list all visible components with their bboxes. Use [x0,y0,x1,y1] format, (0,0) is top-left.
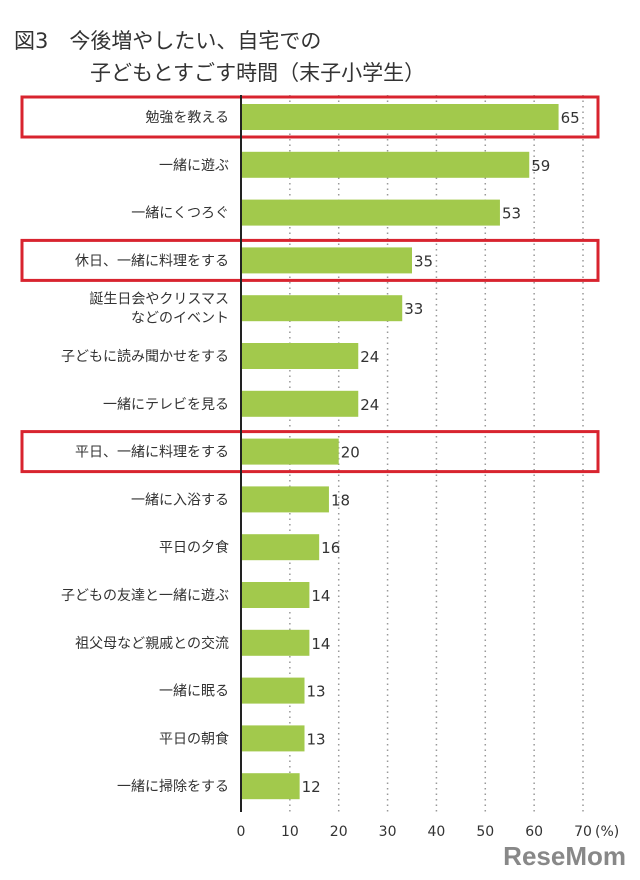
highlight-box [20,95,600,139]
x-tick-label: 50 [476,824,494,840]
data-label: 53 [502,205,521,223]
category-label: 一緒に入浴する [131,492,229,508]
category-label: 一緒にテレビを見る [103,397,229,413]
category-label: 平日、一緒に料理をする [75,445,229,461]
bar [241,247,412,274]
title-text-1: 今後増やしたい、自宅での [69,29,322,53]
bar [241,677,305,704]
data-label: 33 [404,300,423,318]
category-label: 平日の朝食 [159,730,229,747]
category-label: 祖父母など親戚との交流 [75,635,229,652]
data-label: 18 [331,491,350,509]
category-label: 一緒に掃除をする [117,778,229,795]
data-label: 14 [311,635,330,653]
data-label: 20 [341,444,360,462]
category-label: 平日の夕食 [159,539,229,556]
x-tick-label: 30 [379,824,397,840]
bar [241,534,320,561]
figure-label: 図3 [14,29,49,53]
data-label: 35 [414,252,433,270]
data-label: 13 [307,683,326,701]
bar [241,390,359,417]
data-label: 16 [321,539,340,557]
data-label: 13 [307,730,326,748]
bar [241,486,329,513]
x-tick-label: 40 [428,824,446,840]
category-label: などのイベント [131,311,229,327]
bar [241,725,305,752]
x-tick-label: 70 [574,824,592,840]
x-tick-label: 60 [525,824,543,840]
category-label: 休日、一緒に料理をする [75,253,229,269]
category-label: 勉強を教える [145,110,229,126]
bar [241,582,310,608]
bar [241,295,403,322]
x-tick-label: 10 [281,824,299,840]
data-label: 12 [302,778,321,796]
category-label: 一緒にくつろぐ [131,206,229,222]
bar [241,104,559,130]
highlight-box [20,430,600,474]
x-unit-label: (%) [595,824,619,840]
bar [241,151,530,178]
category-label: 誕生日会やクリスマス [89,292,229,308]
bar [241,199,500,226]
x-tick-label: 20 [330,824,348,840]
category-label: 子どもに読み聞かせをする [61,348,229,365]
data-label: 59 [531,157,550,175]
highlight-box [20,238,600,282]
chart-title-line2: 子どもとすごす時間（末子小学生） [90,61,426,85]
watermark-logo: ReseMom [503,841,626,871]
category-label: 子どもの友達と一緒に遊ぶ [61,588,229,604]
bar [241,438,339,465]
data-label: 14 [311,587,330,605]
x-tick-label: 0 [237,824,246,840]
bar [241,343,359,369]
data-label: 65 [561,109,580,127]
data-label: 24 [360,396,379,414]
chart-title-line1: 図3 今後増やしたい、自宅での [14,25,321,55]
data-label: 24 [360,348,379,366]
category-label: 一緒に遊ぶ [159,158,229,174]
bar [241,773,300,800]
category-label: 一緒に眠る [159,684,229,700]
bar [241,629,310,656]
